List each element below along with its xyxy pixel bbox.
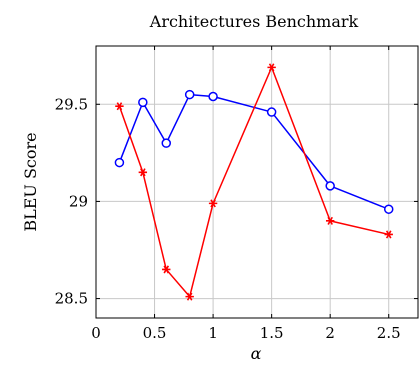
data-point: [114, 157, 125, 168]
grid-lines: [95, 46, 418, 318]
data-point: [138, 168, 148, 177]
x-tick-label: 1: [208, 324, 218, 342]
y-tick-label: 29.5: [55, 95, 88, 113]
chart-title: Architectures Benchmark: [149, 12, 359, 31]
data-point: [325, 181, 335, 191]
data-point: [184, 89, 195, 100]
data-point: [138, 97, 148, 108]
plot-frame: [95, 45, 419, 319]
data-point: [115, 102, 124, 111]
series-2: [115, 63, 393, 301]
data-point: [383, 204, 394, 214]
x-axis-label: α: [251, 344, 262, 363]
y-tick-label: 28.5: [55, 290, 88, 308]
x-tick-label: 2.5: [377, 324, 401, 342]
series-line: [118, 93, 390, 210]
data-point: [384, 230, 393, 239]
x-tick-label: 2: [325, 324, 335, 342]
x-tick-label: 0: [91, 324, 101, 342]
data-point: [267, 63, 276, 72]
x-tick-label: 1.5: [260, 324, 284, 342]
series-line: [118, 66, 389, 298]
y-axis-label: BLEU Score: [21, 132, 40, 231]
data-point: [325, 216, 335, 225]
series-layer: [114, 63, 394, 301]
data-point: [266, 107, 277, 117]
series-1: [114, 89, 394, 214]
data-point: [161, 138, 172, 148]
data-point: [208, 199, 218, 208]
data-point: [162, 265, 171, 274]
y-tick-label: 29: [69, 192, 88, 210]
axis-ticks: 0 0.5 1 1.5 2 2.5 28.5 29 29.5: [55, 46, 418, 342]
data-point: [208, 91, 218, 102]
data-point: [185, 292, 194, 301]
x-tick-label: 0.5: [143, 324, 167, 342]
